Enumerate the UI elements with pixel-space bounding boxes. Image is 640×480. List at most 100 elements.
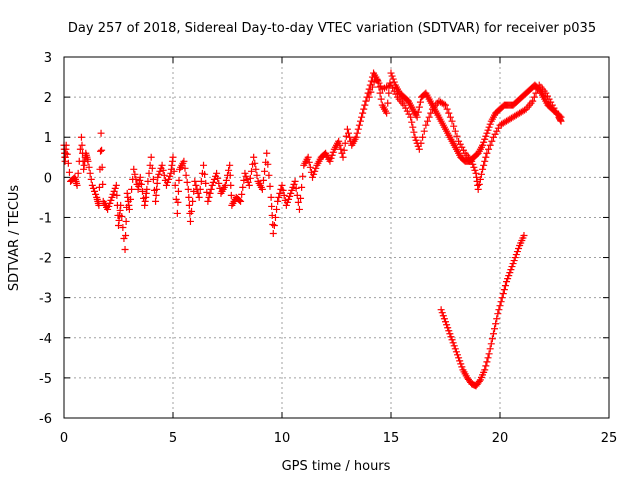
data-point — [237, 197, 245, 205]
data-point — [507, 266, 515, 274]
data-point — [388, 72, 396, 80]
data-point — [287, 189, 295, 197]
data-point — [481, 135, 489, 143]
data-point — [327, 154, 335, 162]
data-point — [501, 282, 509, 290]
data-point — [285, 195, 293, 203]
data-point — [497, 298, 505, 306]
data-point — [191, 177, 199, 185]
data-point — [508, 263, 516, 271]
data-point — [270, 221, 278, 229]
data-point — [155, 170, 163, 178]
data-point — [186, 217, 194, 225]
data-point — [154, 173, 162, 181]
data-point — [259, 176, 267, 184]
data-point — [475, 377, 483, 385]
data-point — [352, 133, 360, 141]
data-point — [143, 185, 151, 193]
data-point — [457, 360, 465, 368]
data-point — [266, 182, 274, 190]
data-point — [405, 110, 413, 118]
data-point — [181, 164, 189, 172]
data-point — [225, 166, 233, 174]
data-point — [469, 160, 477, 168]
data-series — [365, 73, 565, 193]
data-point — [493, 127, 501, 135]
data-point — [128, 185, 136, 193]
data-point — [496, 302, 504, 310]
data-point — [450, 342, 458, 350]
data-point — [92, 190, 100, 198]
data-point — [410, 128, 418, 136]
data-point — [494, 310, 502, 318]
data-point — [174, 187, 182, 195]
data-point — [64, 159, 72, 167]
x-tick-label: 10 — [274, 431, 291, 446]
y-tick-label: -3 — [39, 292, 52, 307]
data-point — [372, 73, 380, 81]
data-point — [136, 173, 144, 181]
data-point — [385, 89, 393, 97]
data-point — [197, 177, 205, 185]
data-point — [173, 209, 181, 217]
data-point — [98, 146, 106, 154]
data-point — [483, 358, 491, 366]
data-point — [486, 120, 494, 128]
data-point — [422, 121, 430, 129]
data-point — [335, 137, 343, 145]
data-point — [448, 117, 456, 125]
data-series — [60, 69, 565, 254]
data-point — [488, 137, 496, 145]
data-point — [442, 101, 449, 109]
data-point — [76, 145, 84, 153]
data-point — [95, 183, 103, 191]
data-point — [153, 179, 161, 187]
data-point — [239, 183, 247, 191]
data-point — [552, 107, 560, 115]
data-point — [137, 180, 145, 188]
data-point — [486, 141, 494, 149]
data-point — [269, 220, 277, 228]
data-point — [131, 170, 139, 178]
data-point — [408, 118, 416, 126]
data-point — [195, 193, 203, 201]
data-point — [311, 167, 319, 175]
data-point — [439, 312, 447, 320]
data-point — [160, 171, 168, 179]
data-point — [329, 148, 337, 156]
data-point — [487, 340, 495, 348]
data-point — [283, 198, 291, 206]
data-point — [440, 100, 448, 108]
data-point — [156, 167, 164, 175]
data-point — [108, 193, 116, 201]
data-point — [530, 93, 538, 101]
data-point — [226, 171, 234, 179]
data-point — [389, 75, 397, 83]
data-point — [147, 153, 155, 161]
data-point — [201, 170, 209, 178]
data-point — [547, 98, 555, 106]
data-point — [451, 345, 459, 353]
data-point — [312, 164, 320, 172]
data-point — [482, 362, 490, 370]
data-point — [445, 109, 453, 117]
data-point — [280, 191, 288, 199]
data-point — [63, 150, 71, 158]
data-point — [268, 202, 276, 210]
y-tick-label: -5 — [39, 372, 52, 387]
data-point — [95, 201, 103, 209]
data-point — [97, 129, 105, 137]
data-point — [489, 133, 497, 141]
data-point — [360, 105, 368, 113]
data-point — [336, 141, 344, 149]
data-point — [113, 191, 121, 199]
data-point — [165, 175, 173, 183]
data-point — [290, 180, 298, 188]
data-point — [510, 257, 518, 265]
data-point — [383, 109, 391, 117]
data-point — [144, 177, 152, 185]
data-point — [86, 169, 94, 177]
data-point — [89, 184, 97, 192]
data-point — [194, 189, 202, 197]
data-point — [479, 165, 487, 173]
